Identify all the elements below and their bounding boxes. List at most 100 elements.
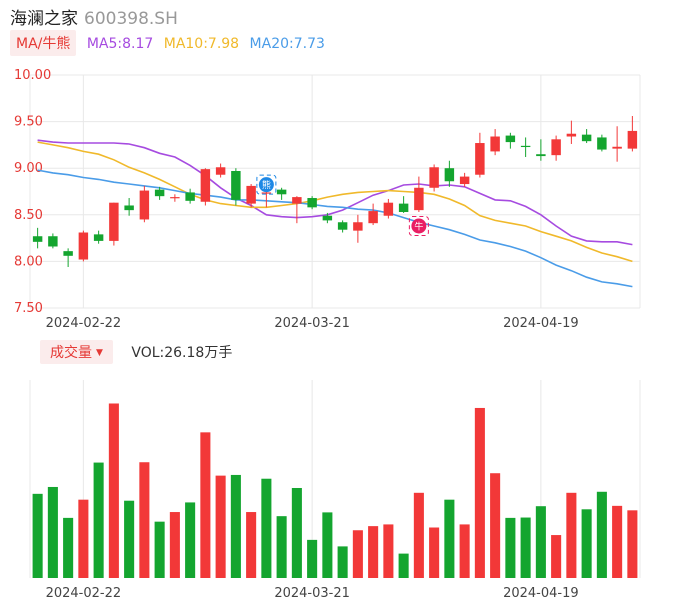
bear-signal-frame: [256, 174, 277, 195]
price-y-axis: 10.00 9.50 9.00 8.50 8.00 7.50: [14, 68, 51, 316]
candle-body: [276, 189, 287, 195]
candle-body: [124, 205, 134, 211]
volume-bars: [32, 403, 638, 578]
candle: [185, 188, 195, 204]
candle: [200, 168, 211, 206]
candle: [490, 129, 500, 156]
volume-indicator-dropdown[interactable]: 成交量 ▼: [40, 340, 113, 364]
volume-bar: [612, 505, 623, 578]
candle-body: [444, 168, 455, 182]
volume-bar: [230, 474, 241, 578]
volume-legend-bar: 成交量 ▼ VOL:26.18万手: [40, 340, 233, 364]
volume-bar: [78, 499, 89, 578]
volume-bar: [200, 432, 211, 578]
volume-bar: [124, 500, 135, 578]
candle: [109, 202, 119, 246]
candle-body: [246, 185, 256, 204]
ma-indicator-toggle[interactable]: MA/牛熊: [10, 30, 77, 56]
volume-bar: [627, 510, 638, 578]
candle-body: [48, 236, 58, 247]
candle-body: [231, 170, 241, 200]
x-tick-label: 2024-04-19: [503, 316, 579, 331]
stock-name: 海澜之家: [10, 9, 78, 29]
candle-body: [551, 139, 561, 156]
volume-bar: [581, 509, 592, 578]
bear-signal-icon: 熊: [256, 174, 277, 195]
candle-body: [93, 234, 104, 241]
candle: [398, 196, 409, 213]
candle-body: [414, 187, 424, 211]
volume-x-axis: 2024-02-22 2024-03-21 2024-04-19: [46, 586, 579, 601]
candle: [429, 164, 439, 192]
candle: [536, 139, 546, 161]
volume-bar: [32, 493, 43, 578]
volume-bar: [398, 553, 409, 578]
candle: [520, 137, 531, 158]
candle-body: [322, 215, 333, 221]
volume-bar: [169, 512, 180, 578]
candle: [475, 132, 485, 178]
candle: [261, 189, 272, 208]
candle-body: [63, 251, 73, 256]
volume-bar: [551, 535, 562, 578]
volume-bar: [276, 516, 287, 578]
volume-bar: [47, 486, 58, 578]
candle-body: [368, 211, 378, 224]
price-x-axis: 2024-02-22 2024-03-21 2024-04-19: [46, 316, 579, 331]
candle: [566, 120, 577, 144]
volume-bar: [444, 499, 455, 578]
x-tick-label: 2024-02-22: [46, 316, 122, 331]
candle: [215, 163, 226, 178]
candle: [48, 233, 58, 249]
candle: [383, 198, 394, 219]
ma5-label: MA5:8.17: [86, 36, 154, 52]
moving-average-lines: [37, 139, 633, 288]
stock-title: 海澜之家 600398.SH: [10, 4, 178, 29]
candle-body: [505, 135, 516, 143]
y-tick-label: 9.50: [14, 115, 43, 130]
x-tick-label: 2024-02-22: [46, 586, 122, 601]
candle-body: [154, 189, 165, 197]
ma20-line: [37, 169, 633, 288]
candle: [459, 172, 470, 187]
candlesticks: [32, 116, 638, 267]
signal-markers: 熊牛: [256, 174, 429, 237]
ma5-line: [37, 139, 633, 246]
candle-body: [429, 167, 439, 188]
candle-body: [490, 136, 500, 152]
candle: [231, 168, 241, 206]
y-tick-label: 9.00: [14, 161, 43, 176]
volume-bar: [337, 546, 348, 578]
candle: [414, 176, 424, 213]
bull-signal-badge: [411, 218, 427, 234]
volume-bar: [535, 506, 546, 578]
caret-down-icon: ▼: [96, 348, 103, 358]
y-tick-label: 10.00: [14, 68, 51, 83]
candle: [32, 227, 43, 249]
candle-body: [170, 197, 180, 199]
candle-body: [627, 130, 638, 149]
candle-body: [475, 143, 485, 175]
volume-bar: [215, 475, 226, 578]
volume-bar: [383, 524, 394, 578]
candle: [170, 194, 180, 202]
candle: [612, 126, 622, 162]
candle: [307, 196, 317, 210]
candle: [292, 196, 302, 224]
volume-bar: [459, 524, 470, 578]
volume-bar: [154, 521, 165, 578]
candle-body: [109, 202, 119, 241]
volume-bar: [291, 487, 302, 578]
volume-bar: [413, 492, 424, 578]
candle: [139, 185, 150, 223]
candle-body: [139, 190, 150, 220]
candle: [93, 230, 104, 244]
stock-code: 600398.SH: [84, 9, 178, 29]
x-tick-label: 2024-03-21: [274, 586, 350, 601]
candle: [551, 135, 561, 161]
candle-body: [307, 198, 317, 208]
volume-readout: VOL:26.18万手: [131, 345, 233, 361]
bull-signal-icon: 牛: [408, 216, 429, 237]
candle-body: [520, 145, 531, 148]
